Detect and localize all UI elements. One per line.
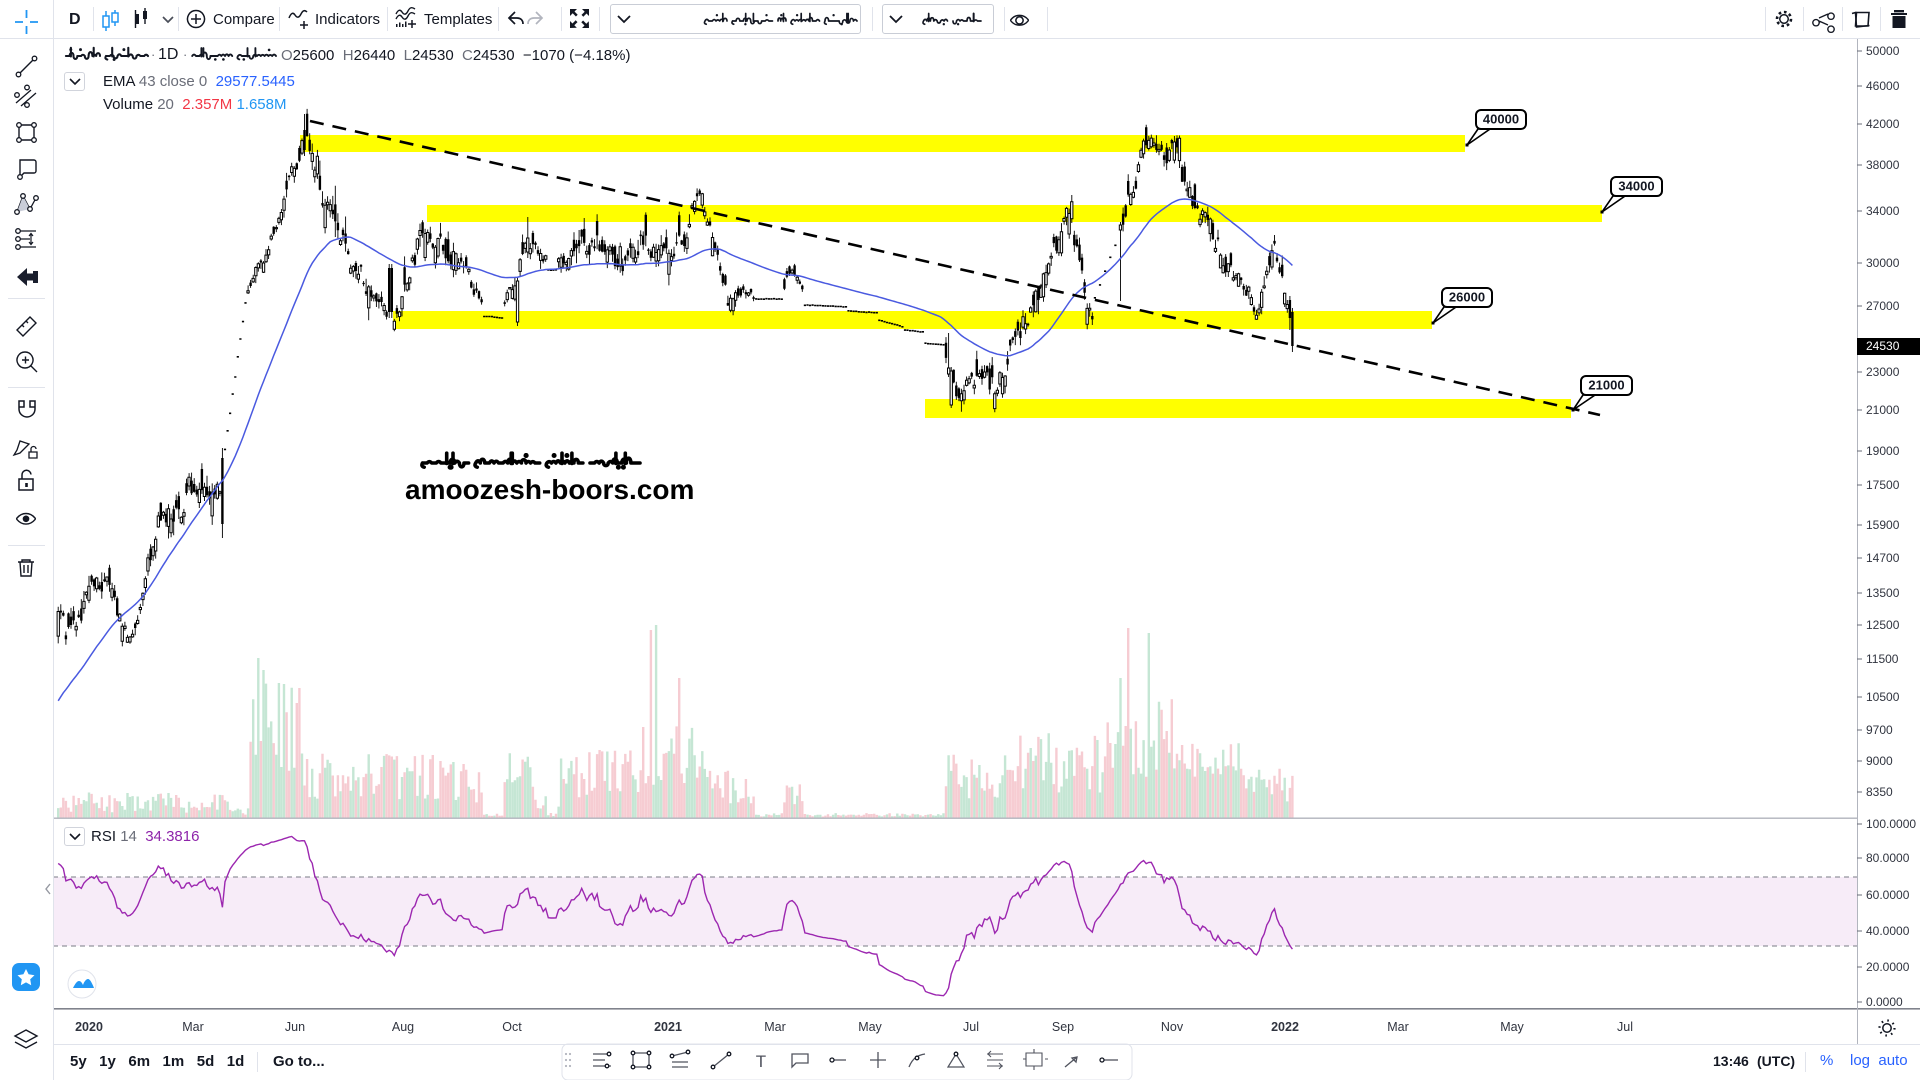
- svg-text:21000: 21000: [1588, 378, 1624, 393]
- svg-text:34000: 34000: [1618, 179, 1654, 194]
- svg-text:26000: 26000: [1449, 290, 1485, 305]
- svg-text:amoozesh-boors.com: amoozesh-boors.com: [405, 474, 694, 505]
- svg-text:40000: 40000: [1483, 112, 1519, 127]
- svg-text:T: T: [756, 1052, 766, 1071]
